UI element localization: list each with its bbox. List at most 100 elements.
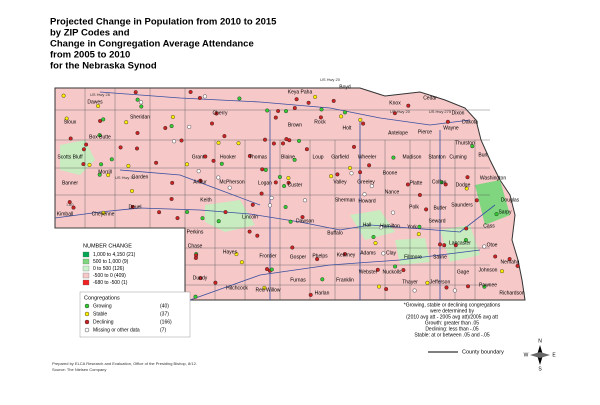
congregation-dot (313, 94, 318, 99)
county-label: Kimball (57, 211, 73, 217)
legend-swatch (82, 265, 90, 272)
county-label: Stanton (428, 154, 445, 160)
congregation-dot (271, 141, 276, 146)
county-label: Rock (314, 119, 326, 125)
congregation-dot (361, 121, 366, 126)
congregation-dot (175, 216, 180, 221)
congregation-dot (126, 163, 131, 168)
congregation-dot (292, 106, 297, 111)
congregation-dot (377, 284, 382, 289)
county-label: Adams (360, 250, 376, 256)
congregation-dot (64, 116, 69, 121)
congregation-dot (500, 269, 505, 274)
congregation-dot (214, 111, 219, 116)
county-label: Frontier (259, 253, 277, 259)
congregation-dot (286, 180, 291, 185)
county-label: Keith (200, 197, 212, 203)
congregation-dot (273, 115, 278, 120)
legend-label: 0 to 500 (126) (93, 266, 124, 272)
population-legend: NUMBER CHANGE 1,000 to 4,150 (21)500 to … (82, 243, 136, 286)
congregation-dot (269, 267, 274, 272)
county-label: Cuming (449, 154, 466, 160)
county-label: Hitchcock (226, 285, 248, 291)
congregation-dot (284, 137, 289, 142)
county-label: Wheeler (358, 154, 377, 160)
congregation-dot (84, 142, 89, 147)
congregation-dot (453, 243, 458, 248)
congregation-dot (196, 169, 201, 174)
congregation-dot (474, 198, 479, 203)
congregation-dot (97, 133, 102, 138)
county-label: Wayne (443, 125, 459, 131)
congregation-dot (304, 147, 309, 152)
growth-area (205, 200, 255, 232)
county-label: Blaine (281, 154, 295, 160)
congregation-dot (96, 103, 101, 108)
county-label: Cheyenne (92, 211, 115, 217)
county-label: Thomas (249, 154, 268, 160)
congregation-dot (405, 182, 410, 187)
county-label: Hayes (223, 249, 238, 255)
county-label: Holt (343, 125, 353, 131)
congregation-dot (308, 292, 313, 297)
county-label: Keya Paha (288, 89, 313, 95)
county-label: Morrill (98, 169, 112, 175)
compass-label: S (538, 366, 542, 372)
county-label: Chase (188, 243, 203, 249)
county-label: York (407, 224, 417, 230)
county-label: Nemaha (501, 259, 520, 265)
congregation-dot (157, 210, 162, 215)
county-label: Nuckolls (383, 269, 402, 275)
legend-count: (40) (160, 303, 169, 309)
title-line: by ZIP Codes and (50, 28, 130, 39)
legend-dot (84, 319, 90, 325)
congregation-dot (170, 114, 175, 119)
county-label: Perkins (187, 229, 204, 235)
boundary-label: County boundary (462, 349, 504, 355)
congregation-dot (209, 121, 214, 126)
legend-title: NUMBER CHANGE (83, 243, 132, 249)
congregation-dot (106, 172, 111, 177)
legend-count: (7) (160, 327, 166, 333)
county-label: Logan (258, 180, 272, 186)
congregation-dot (362, 192, 367, 197)
legend-label: Declining (93, 319, 114, 325)
congregation-dot (101, 210, 106, 215)
congregation-dot (393, 264, 398, 269)
congregation-dot (465, 175, 470, 180)
congregation-dot (188, 89, 193, 94)
legend-swatch (82, 258, 90, 265)
congregation-dot (439, 180, 444, 185)
county-label: Antelope (388, 130, 408, 136)
county-labels: Dawes Sioux Sheridan Box Butte Scotts Bluff M… (57, 77, 525, 296)
county-label: Saunders (451, 202, 473, 208)
congregation-dot (329, 174, 334, 179)
congregation-dot (373, 241, 378, 246)
congregation-dot (71, 205, 76, 210)
congregation-dot (118, 145, 123, 150)
congregation-dot (193, 294, 198, 299)
county-label: Hall (363, 222, 372, 228)
congregation-dot (135, 130, 140, 135)
note-line: Declining: less than -.05 (425, 326, 479, 332)
note-line: Stable: at or between .05 and -.05 (414, 332, 490, 338)
note: *Growing, stable or declining congregati… (404, 302, 501, 338)
compass-needle (530, 352, 550, 358)
legend-count: (166) (160, 319, 172, 325)
county-label: Dixon (452, 110, 465, 116)
congregation-dot (288, 219, 293, 224)
congregation-dot (515, 263, 520, 268)
congregation-dot (292, 157, 297, 162)
congregation-dot (290, 245, 295, 250)
title: Projected Change in Population from 2010… (50, 17, 277, 72)
congregation-dot (300, 215, 305, 220)
congregation-dot (237, 96, 242, 101)
congregation-dot (339, 114, 344, 119)
congregation-dot (391, 210, 396, 215)
congregation-dot (273, 180, 278, 185)
county-label: Polk (409, 204, 419, 210)
congregation-dot (369, 183, 374, 188)
congregation-dot (133, 90, 138, 95)
legend-box (79, 291, 191, 338)
